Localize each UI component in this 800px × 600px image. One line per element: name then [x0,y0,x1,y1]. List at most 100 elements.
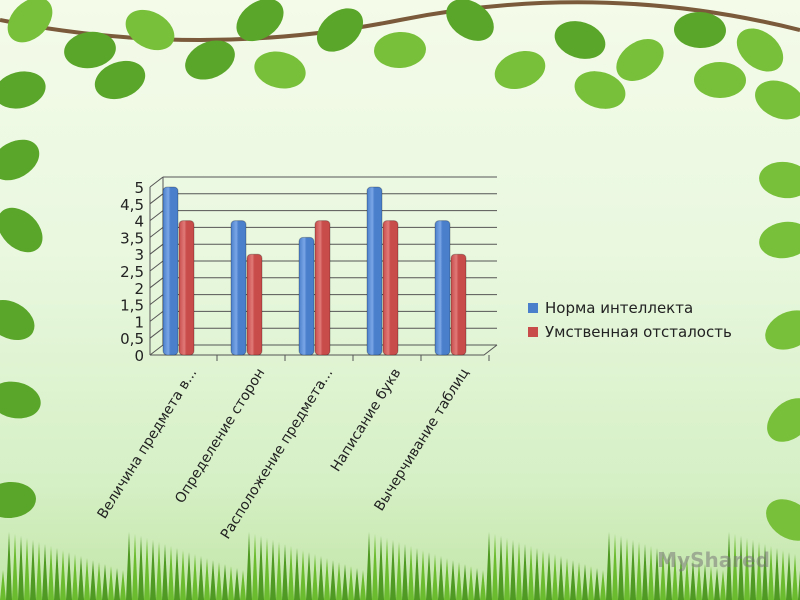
gridline-diagonal [149,344,164,356]
grass-blade [534,548,540,600]
grass-blade [396,542,402,600]
grass-blade [750,540,756,600]
grass-blade [678,556,684,600]
grass-blade [642,544,648,600]
grass-blade [426,552,432,600]
grass-blade [48,546,54,600]
grass-blade [186,552,192,600]
grass-blade [6,532,12,600]
grass-blade [24,538,30,600]
grass-blade [684,558,690,600]
y-tick-label: 4,5 [120,196,144,214]
grass-blade [660,550,666,600]
grass-blade [540,550,546,600]
grass-blade [276,542,282,600]
grass-blade [90,560,96,600]
watermark: MyShared [657,548,770,572]
leaf-shape [7,0,53,43]
grass-blade [552,554,558,600]
bar [366,186,383,356]
leaf-shape [694,61,746,99]
grass-blade [0,570,6,600]
gridline-diagonal [149,176,164,188]
leaf-shape [125,9,175,51]
grass-blade [246,532,252,600]
grass-blade [114,568,120,600]
grass-blade [96,562,102,600]
grass-blade [492,534,498,600]
grass-blade [282,544,288,600]
grass-blade [768,546,774,600]
y-tick-label: 0 [134,347,144,365]
grass-blade [630,540,636,600]
grass-blade [234,568,240,600]
grass-blade [66,552,72,600]
grass-blade [222,564,228,600]
grass-blade [120,570,126,600]
grass-blade [744,538,750,600]
y-tick-label: 4 [134,213,144,231]
grass-blade [198,556,204,600]
grass-blade [756,542,762,600]
grass-blade [360,570,366,600]
grass-blade [390,540,396,600]
grass-blade [438,556,444,600]
leaf-shape [494,50,546,90]
grass-blade [468,566,474,600]
grass-blade [672,554,678,600]
grass-blade [594,568,600,600]
grass-blade [414,548,420,600]
legend-label: Норма интеллекта [545,299,693,317]
grass-blade [384,538,390,600]
grass-blade [336,562,342,600]
leaf-shape [0,299,35,341]
leaf-shape [0,71,46,109]
grass-blade [138,536,144,600]
grass-blade [30,540,36,600]
grass-blade [42,544,48,600]
leaf-shape [64,31,116,69]
grass-blade [576,562,582,600]
grass-blade [126,532,132,600]
grass-blade [774,548,780,600]
y-tick-label: 5 [134,179,144,197]
grass-blade [564,558,570,600]
grass-blade [72,554,78,600]
grass-blade [450,560,456,600]
grass-blade [102,564,108,600]
grass-blade [570,560,576,600]
grass-blade [318,556,324,600]
grass-blade [444,558,450,600]
x-axis [150,344,498,356]
grass-blade [144,538,150,600]
grass-blade [78,556,84,600]
grass-blade [366,532,372,600]
grass-blade [702,564,708,600]
grass-blade [558,556,564,600]
bar [178,220,195,356]
grass-blade [204,558,210,600]
grass-blade [300,550,306,600]
leaf-shape [316,8,364,52]
gridline-diagonal [149,243,164,255]
legend-swatch [528,303,538,313]
grass-blade [600,570,606,600]
gridline-diagonal [149,311,164,322]
grass-blade [606,532,612,600]
grass-blade [270,540,276,600]
grass-blade [528,546,534,600]
grass-blade [420,550,426,600]
x-tick-label: Написание букв [328,366,404,475]
grass-blade [666,552,672,600]
y-tick-label: 1 [134,313,144,331]
grass-blade [216,562,222,600]
grass-blade [792,554,798,600]
grass-blade [546,552,552,600]
grass-blade [408,546,414,600]
bar [162,186,179,356]
grass-blade [726,532,732,600]
bar [230,220,247,356]
leaf-shape [574,71,626,109]
grass-blade [648,546,654,600]
grass-blade [456,562,462,600]
